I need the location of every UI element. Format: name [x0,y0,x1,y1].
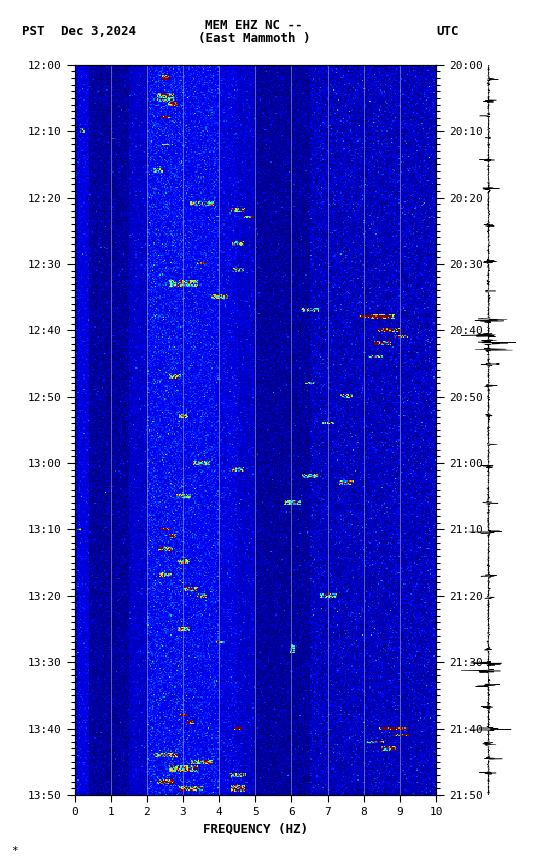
Text: UTC: UTC [436,25,459,39]
Text: *: * [11,846,18,855]
X-axis label: FREQUENCY (HZ): FREQUENCY (HZ) [203,823,308,835]
Text: PST: PST [22,25,45,39]
Text: Dec 3,2024: Dec 3,2024 [61,25,136,39]
Text: MEM EHZ NC --: MEM EHZ NC -- [205,19,302,33]
Text: (East Mammoth ): (East Mammoth ) [198,32,310,46]
